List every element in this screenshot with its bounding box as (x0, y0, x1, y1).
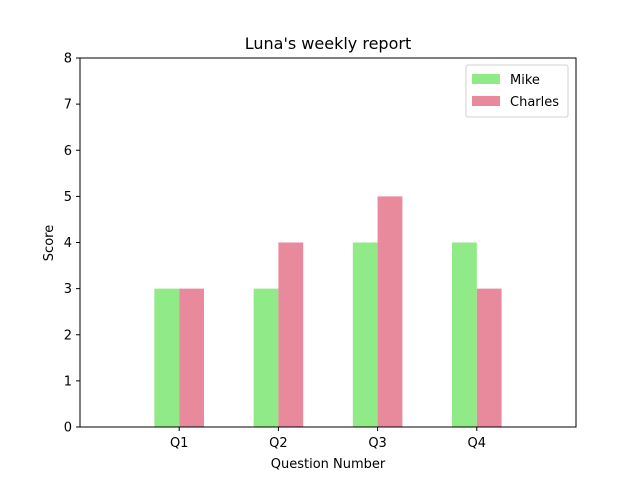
legend-swatch-mike (472, 74, 500, 84)
y-tick-label: 2 (64, 328, 72, 343)
plot-area: 0 1 2 3 4 5 6 7 8 Q1 Q2 Q3 Q4 (64, 52, 502, 451)
legend-label-charles: Charles (510, 95, 559, 110)
y-tick-label: 4 (64, 236, 72, 251)
bar-mike-q1 (154, 288, 180, 428)
legend: Mike Charles (465, 64, 569, 118)
bar-mike-q3 (352, 242, 378, 427)
y-axis-title: Score (42, 225, 57, 261)
legend-label-mike: Mike (510, 73, 540, 88)
bar-charles-q3 (377, 196, 403, 428)
bar-mike-q4 (452, 242, 477, 427)
bar-charles-q4 (476, 288, 502, 428)
y-tick-label: 6 (64, 144, 72, 159)
bar-charles-q2 (278, 242, 304, 427)
chart-title: Luna's weekly report (245, 34, 411, 53)
bar-charles-q1 (179, 288, 204, 428)
bar-mike-q2 (253, 288, 279, 428)
x-axis-title: Question Number (271, 457, 386, 472)
x-tick-label: Q3 (368, 436, 387, 451)
y-tick-label: 7 (64, 98, 72, 113)
x-tick-label: Q4 (468, 436, 487, 451)
plot-frame (79, 57, 577, 428)
y-tick-label: 1 (64, 374, 72, 389)
y-tick-label: 0 (64, 421, 72, 436)
y-tick-label: 3 (64, 282, 72, 297)
x-tick-label: Q2 (269, 436, 288, 451)
y-tick-label: 8 (64, 52, 72, 67)
y-tick-label: 5 (64, 190, 72, 205)
legend-swatch-charles (472, 96, 500, 106)
x-tick-label: Q1 (170, 436, 189, 451)
